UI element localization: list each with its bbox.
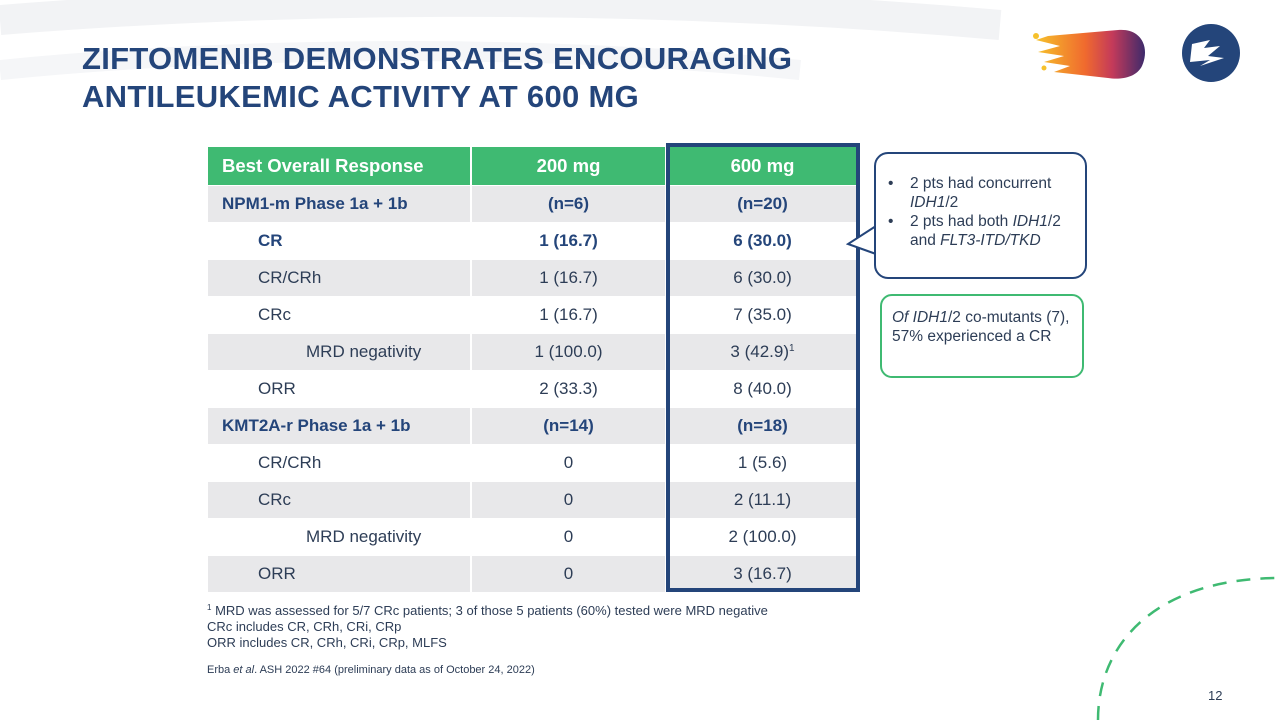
cell-200mg: 1 (100.0) <box>470 333 666 371</box>
comet-logo-icon <box>1033 29 1145 79</box>
text: et al <box>233 664 255 676</box>
table-header-row: Best Overall Response 200 mg 600 mg <box>208 147 858 186</box>
table-row: CRc 0 2 (11.1) <box>208 481 858 519</box>
row-label: MRD negativity <box>208 518 471 556</box>
table-row: MRD negativity 0 2 (100.0) <box>208 518 858 556</box>
cell-200mg: 0 <box>470 444 666 482</box>
cell-600mg: 2 (11.1) <box>665 481 858 519</box>
row-label: CRc <box>208 296 471 334</box>
cell-200mg: 1 (16.7) <box>470 259 666 297</box>
row-label: CR/CRh <box>208 444 471 482</box>
cell-600mg: (n=20) <box>665 185 858 223</box>
row-label: CRc <box>208 481 471 519</box>
footnote-marker: 1 <box>789 343 795 354</box>
text: Of <box>892 309 913 326</box>
callout-bullet: 2 pts had both IDH1/2 and FLT3-ITD/TKD <box>888 212 1075 250</box>
row-label: CR/CRh <box>208 259 471 297</box>
cell-600mg: 7 (35.0) <box>665 296 858 334</box>
header-best-overall-response: Best Overall Response <box>208 147 471 186</box>
dashed-arc-decoration <box>1096 576 1280 720</box>
gene-name: IDH1 <box>1012 213 1048 230</box>
footnotes: 1 MRD was assessed for 5/7 CRc patients;… <box>207 600 768 651</box>
row-label: KMT2A-r Phase 1a + 1b <box>208 407 471 445</box>
row-label: MRD negativity <box>208 333 471 371</box>
header-600mg: 600 mg <box>665 147 858 186</box>
table-row: CR/CRh 1 (16.7) 6 (30.0) <box>208 259 858 297</box>
cr-rate-callout: Of IDH1/2 co-mutants (7), 57% experience… <box>880 294 1084 378</box>
text: 2 pts had both <box>910 213 1013 230</box>
text: /2 <box>945 194 959 211</box>
header-200mg: 200 mg <box>470 147 666 186</box>
table-row: CRc 1 (16.7) 7 (35.0) <box>208 296 858 334</box>
text: 2 pts had concurrent <box>910 175 1052 192</box>
cell-600mg: (n=18) <box>665 407 858 445</box>
cell-200mg: 2 (33.3) <box>470 370 666 408</box>
table-row: CR/CRh 0 1 (5.6) <box>208 444 858 482</box>
cell-value: 3 (42.9) <box>730 342 790 361</box>
cell-200mg: 0 <box>470 481 666 519</box>
row-label: ORR <box>208 555 471 592</box>
gene-name: IDH1 <box>910 194 946 211</box>
cell-200mg: 1 (16.7) <box>470 296 666 334</box>
callout-bullet: 2 pts had concurrent IDH1/2 <box>888 174 1075 212</box>
cell-600mg: 2 (100.0) <box>665 518 858 556</box>
cell-200mg: 0 <box>470 555 666 592</box>
table-row: NPM1-m Phase 1a + 1b (n=6) (n=20) <box>208 185 858 223</box>
row-label: NPM1-m Phase 1a + 1b <box>208 185 471 223</box>
cell-200mg: (n=14) <box>470 407 666 445</box>
footnote-2: CRc includes CR, CRh, CRi, CRp <box>207 619 402 634</box>
text: Erba <box>207 664 234 676</box>
cell-600mg: 6 (30.0) <box>665 259 858 297</box>
citation: Erba et al. ASH 2022 #64 (preliminary da… <box>207 664 535 676</box>
table-row: ORR 2 (33.3) 8 (40.0) <box>208 370 858 408</box>
response-table: Best Overall Response 200 mg 600 mg NPM1… <box>208 147 858 592</box>
table-row: KMT2A-r Phase 1a + 1b (n=14) (n=18) <box>208 407 858 445</box>
footnote-1: 1 MRD was assessed for 5/7 CRc patients;… <box>207 600 768 619</box>
cell-200mg: (n=6) <box>470 185 666 223</box>
text: /2 and <box>910 213 1061 249</box>
row-label: ORR <box>208 370 471 408</box>
slide-title: ZIFTOMENIB DEMONSTRATES ENCOURAGING ANTI… <box>82 41 793 114</box>
co-mutation-callout: 2 pts had concurrent IDH1/2 2 pts had bo… <box>874 152 1087 279</box>
gene-name: IDH1 <box>912 309 948 326</box>
callout-pointer <box>846 225 877 255</box>
gene-name: FLT3-ITD/TKD <box>940 232 1041 249</box>
cell-600mg: 3 (16.7) <box>665 555 858 592</box>
cell-200mg: 0 <box>470 518 666 556</box>
footnote-marker: 1 <box>207 603 212 612</box>
row-label: CR <box>208 222 471 260</box>
company-logo-icon <box>1182 24 1240 82</box>
table-row: ORR 0 3 (16.7) <box>208 555 858 592</box>
table-row: CR 1 (16.7) 6 (30.0) <box>208 222 858 260</box>
footnote-3: ORR includes CR, CRh, CRi, CRp, MLFS <box>207 635 447 650</box>
text: MRD was assessed for 5/7 CRc patients; 3… <box>211 603 768 618</box>
text: /2 co-mutants (7), 57% experienced a CR <box>892 309 1070 345</box>
cell-600mg: 3 (42.9)1 <box>665 333 858 371</box>
text: . ASH 2022 #64 (preliminary data as of O… <box>254 664 535 676</box>
cell-200mg: 1 (16.7) <box>470 222 666 260</box>
table-row: MRD negativity 1 (100.0) 3 (42.9)1 <box>208 333 858 371</box>
page-number: 12 <box>1208 688 1223 703</box>
cell-600mg: 8 (40.0) <box>665 370 858 408</box>
cell-600mg: 1 (5.6) <box>665 444 858 482</box>
cell-600mg: 6 (30.0) <box>665 222 858 260</box>
